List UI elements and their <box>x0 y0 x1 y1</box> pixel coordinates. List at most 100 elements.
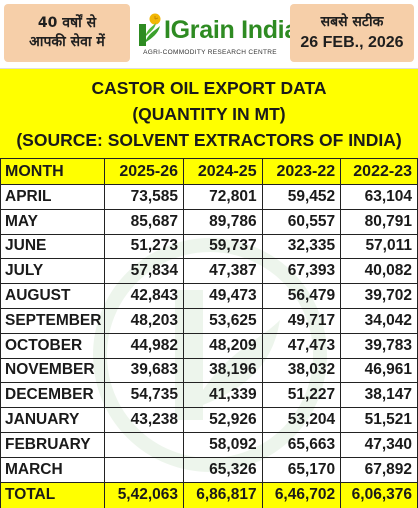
experience-badge: 40 वर्षों से आपकी सेवा में <box>4 4 130 62</box>
table-row: NOVEMBER 39,683 38,196 38,032 46,961 <box>0 357 418 384</box>
value-cell: 47,473 <box>261 332 342 359</box>
value-cell: 48,209 <box>183 332 263 359</box>
value-cell: 59,737 <box>183 233 263 260</box>
value-cell: 53,625 <box>183 307 263 334</box>
table-row: DECEMBER 54,735 41,339 51,227 38,147 <box>0 382 418 409</box>
month-cell: DECEMBER <box>0 382 106 409</box>
value-cell: 72,801 <box>183 184 263 210</box>
value-cell: 56,479 <box>261 283 342 309</box>
value-cell: 51,521 <box>340 407 418 433</box>
column-header-year: 2024-25 <box>183 158 263 185</box>
value-cell: 63,104 <box>340 184 418 210</box>
value-cell: 67,892 <box>340 456 418 483</box>
title-line-1: CASTOR OIL EXPORT DATA <box>91 77 327 98</box>
table-header-row: MONTH 2025-26 2024-25 2023-22 2022-23 <box>0 158 418 185</box>
igrain-logo: IGrain India AGRI-COMMODITY RESEARCH CEN… <box>134 2 298 66</box>
title-line-3: (SOURCE: SOLVENT EXTRACTORS OF INDIA) <box>16 129 402 150</box>
report-title: CASTOR OIL EXPORT DATA (QUANTITY IN MT) … <box>0 68 418 158</box>
month-cell: JUNE <box>0 233 106 260</box>
value-cell: 65,170 <box>261 456 342 483</box>
value-cell: 60,557 <box>261 208 342 235</box>
value-cell: 42,843 <box>104 283 185 309</box>
export-data-table: MONTH 2025-26 2024-25 2023-22 2022-23 AP… <box>0 158 418 508</box>
value-cell: 38,032 <box>261 357 342 384</box>
value-cell: 47,340 <box>340 431 418 458</box>
month-cell: AUGUST <box>0 283 106 309</box>
value-cell: 34,042 <box>340 307 418 334</box>
month-cell: APRIL <box>0 184 106 210</box>
header: 40 वर्षों से आपकी सेवा में IGrain India … <box>0 0 418 68</box>
month-cell: NOVEMBER <box>0 357 106 384</box>
value-cell: 49,473 <box>183 283 263 309</box>
value-cell: 38,147 <box>340 382 418 409</box>
value-cell: 43,238 <box>104 407 185 433</box>
column-header-year: 2025-26 <box>104 158 185 185</box>
table-row: APRIL 73,585 72,801 59,452 63,104 <box>0 184 418 210</box>
total-value: 6,86,817 <box>183 481 263 508</box>
value-cell: 47,387 <box>183 258 263 285</box>
table-row: SEPTEMBER 48,203 53,625 49,717 34,042 <box>0 307 418 334</box>
value-cell: 49,717 <box>261 307 342 334</box>
value-cell: 67,393 <box>261 258 342 285</box>
value-cell <box>104 431 185 458</box>
value-cell: 32,335 <box>261 233 342 260</box>
month-cell: SEPTEMBER <box>0 307 106 334</box>
value-cell: 89,786 <box>183 208 263 235</box>
value-cell: 57,011 <box>340 233 418 260</box>
month-cell: JULY <box>0 258 106 285</box>
value-cell: 65,326 <box>183 456 263 483</box>
value-cell: 80,791 <box>340 208 418 235</box>
experience-badge-line-1: 40 वर्षों से <box>37 15 97 31</box>
total-label: TOTAL <box>0 481 106 508</box>
value-cell: 51,273 <box>104 233 185 260</box>
value-cell: 85,687 <box>104 208 185 235</box>
value-cell: 39,702 <box>340 283 418 309</box>
value-cell: 48,203 <box>104 307 185 334</box>
month-cell: MAY <box>0 208 106 235</box>
table-row: AUGUST 42,843 49,473 56,479 39,702 <box>0 283 418 309</box>
month-cell: OCTOBER <box>0 332 106 359</box>
total-value: 6,46,702 <box>261 481 342 508</box>
value-cell: 57,834 <box>104 258 185 285</box>
value-cell: 46,961 <box>340 357 418 384</box>
month-cell: JANUARY <box>0 407 106 433</box>
value-cell: 59,452 <box>261 184 342 210</box>
value-cell: 52,926 <box>183 407 263 433</box>
value-cell: 53,204 <box>261 407 342 433</box>
value-cell: 54,735 <box>104 382 185 409</box>
value-cell: 44,982 <box>104 332 185 359</box>
month-cell: FEBRUARY <box>0 431 106 458</box>
title-line-2: (QUANTITY IN MT) <box>132 103 286 124</box>
value-cell: 73,585 <box>104 184 185 210</box>
column-header-month: MONTH <box>0 158 106 185</box>
date-badge: सबसे सटीक 26 FEB., 2026 <box>290 4 414 62</box>
table-row: MARCH 65,326 65,170 67,892 <box>0 456 418 483</box>
value-cell: 58,092 <box>183 431 263 458</box>
table-row: JULY 57,834 47,387 67,393 40,082 <box>0 258 418 285</box>
total-value: 6,06,376 <box>340 481 418 508</box>
value-cell: 39,683 <box>104 357 185 384</box>
table-row: JANUARY 43,238 52,926 53,204 51,521 <box>0 407 418 433</box>
table-row: MAY 85,687 89,786 60,557 80,791 <box>0 208 418 235</box>
experience-badge-line-2: आपकी सेवा में <box>29 34 105 50</box>
month-cell: MARCH <box>0 456 106 483</box>
grain-leaf-icon <box>134 10 164 50</box>
report-date: 26 FEB., 2026 <box>300 34 404 51</box>
table-row: FEBRUARY 58,092 65,663 47,340 <box>0 431 418 458</box>
value-cell: 51,227 <box>261 382 342 409</box>
total-value: 5,42,063 <box>104 481 185 508</box>
table-row: JUNE 51,273 59,737 32,335 57,011 <box>0 233 418 260</box>
table-row: OCTOBER 44,982 48,209 47,473 39,783 <box>0 332 418 359</box>
total-row: TOTAL 5,42,063 6,86,817 6,46,702 6,06,37… <box>0 481 418 508</box>
logo-title: IGrain India <box>164 15 298 44</box>
value-cell: 41,339 <box>183 382 263 409</box>
value-cell: 65,663 <box>261 431 342 458</box>
date-badge-tagline: सबसे सटीक <box>320 14 384 30</box>
logo-subtitle: AGRI-COMMODITY RESEARCH CENTRE <box>143 49 277 56</box>
value-cell: 38,196 <box>183 357 263 384</box>
column-header-year: 2023-22 <box>261 158 342 185</box>
value-cell: 39,783 <box>340 332 418 359</box>
column-header-year: 2022-23 <box>340 158 418 185</box>
value-cell <box>104 456 185 483</box>
